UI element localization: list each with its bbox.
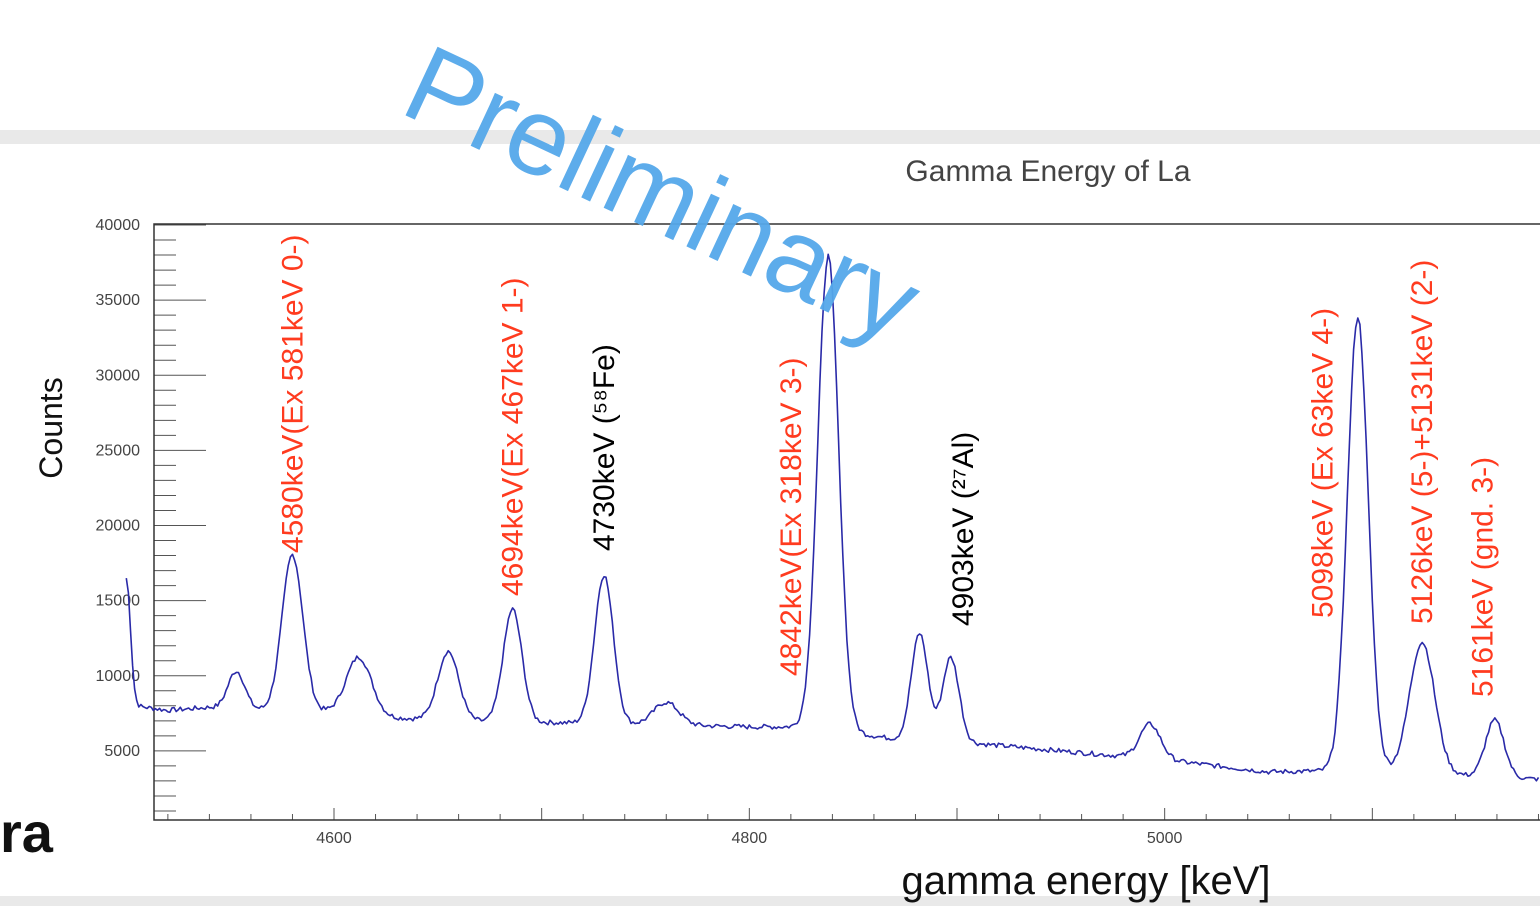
peak-annotation: 4580keV(Ex 581keV 0-)	[276, 234, 309, 553]
tick-labels: 5000 10000 15000 20000 25000 30000 35000 40000 4…	[96, 217, 1183, 847]
y-tick-label: 25000	[96, 442, 141, 459]
peak-annotation: 4903keV (²⁷Al)	[947, 432, 980, 626]
chart-title: Gamma Energy of La	[905, 155, 1190, 188]
peak-annotation: 5126keV (5-)+5131keV (2-)	[1406, 260, 1439, 624]
minor-ticks	[154, 224, 1539, 820]
y-tick-label: 10000	[96, 668, 141, 685]
peak-annotation: 5098keV (Ex 63keV 4-)	[1306, 308, 1339, 618]
bottom-band	[0, 896, 1540, 906]
peak-annotation: 4842keV(Ex 318keV 3-)	[775, 357, 808, 676]
y-tick-label: 40000	[96, 217, 141, 234]
x-axis-label: gamma energy [keV]	[901, 859, 1270, 903]
y-tick-label: 20000	[96, 518, 141, 535]
top-band	[0, 130, 1540, 144]
corner-text: ra	[0, 801, 53, 864]
x-tick-label: 4600	[316, 830, 352, 847]
peak-annotation: 4694keV(Ex 467keV 1-)	[497, 277, 530, 596]
plot-frame	[153, 223, 1540, 821]
peak-annotation: 5161keV (gnd. 3-)	[1466, 457, 1499, 697]
y-tick-label: 30000	[96, 367, 141, 384]
y-tick-label: 35000	[96, 292, 141, 309]
peak-annotations: 4580keV(Ex 581keV 0-) 4694keV(Ex 467keV 1…	[276, 234, 1499, 697]
spectrum-line	[125, 253, 1540, 782]
peak-annotation: 4730keV (⁵⁸Fe)	[588, 344, 621, 551]
y-tick-label: 15000	[96, 593, 141, 610]
y-tick-label: 5000	[104, 743, 140, 760]
x-tick-label: 4800	[732, 830, 768, 847]
x-tick-label: 5000	[1147, 830, 1183, 847]
y-axis-label: Counts	[33, 377, 69, 478]
